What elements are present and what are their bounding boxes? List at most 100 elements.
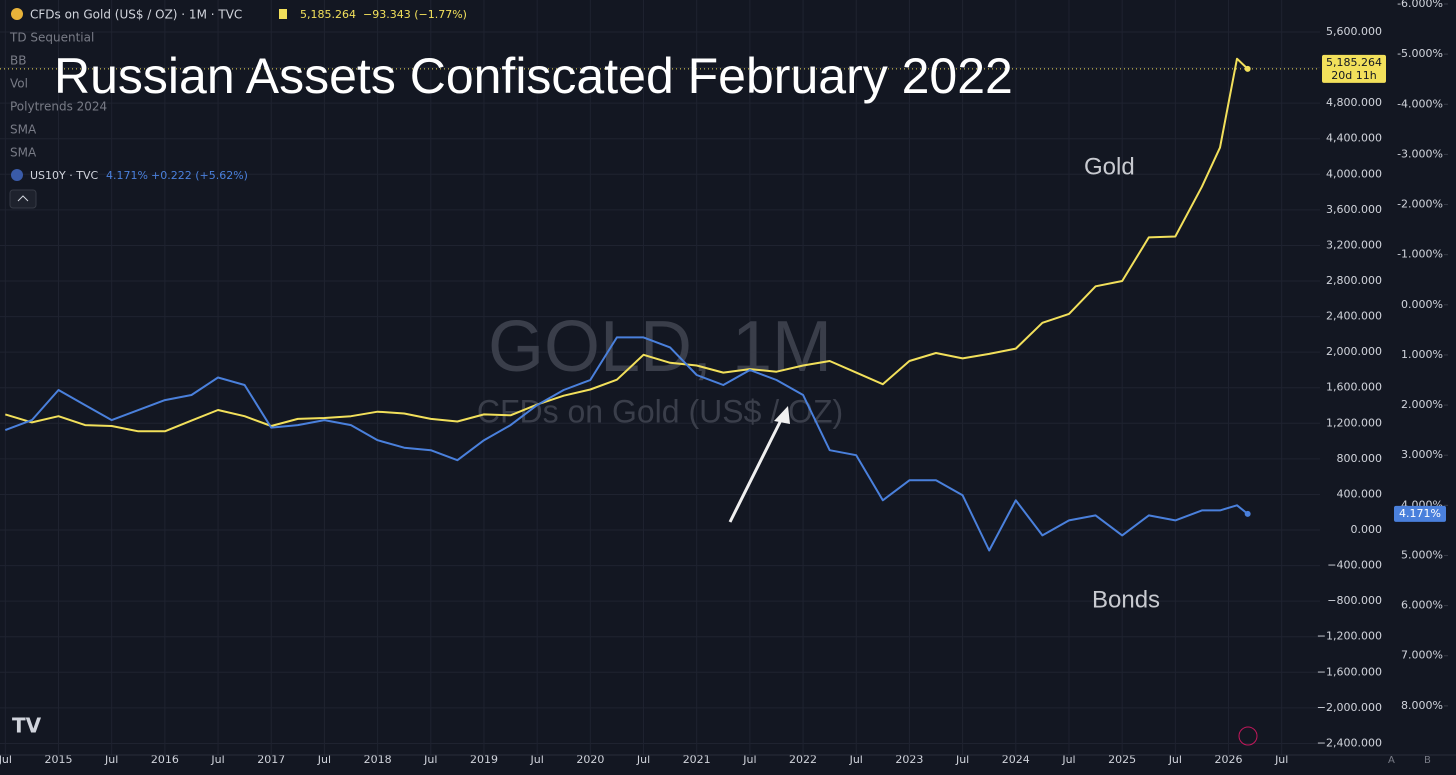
x-tick-label: Jul (0, 753, 12, 766)
y-tick-label: 400.000 (1337, 487, 1383, 500)
watermark-title: GOLD, 1M (488, 307, 832, 387)
corner-label[interactable]: A (1388, 755, 1395, 766)
indicator-label: BB (10, 54, 26, 68)
indicator-label: TD Sequential (9, 31, 94, 45)
collapse-button[interactable] (9, 189, 37, 209)
y-tick-label: −2,000.000 (1317, 701, 1382, 714)
y-tick-label: 4,000.000 (1326, 167, 1382, 180)
x-tick-label: 2022 (789, 753, 817, 766)
symbol[interactable]: CFDs on Gold (US$ / OZ) · 1M · TVC (30, 8, 242, 22)
y-tick-label: −1,600.000 (1317, 665, 1382, 678)
indicator-label: Polytrends 2024 (10, 100, 107, 114)
annotation: Gold (1084, 153, 1135, 180)
y2-tick-label: 6.000% (1401, 599, 1443, 612)
x-tick-label: Jul (1274, 753, 1288, 766)
flag (279, 9, 287, 19)
y2-tick-label: 7.000% (1401, 649, 1443, 662)
series-line (5, 57, 1249, 433)
indicator-label: Vol (10, 77, 28, 91)
y2-tick-label: -5.000% (1397, 47, 1443, 60)
x-tick-label: 2019 (470, 753, 498, 766)
x-tick-label: 2026 (1215, 753, 1243, 766)
y-tick-label: 0.000 (1351, 523, 1383, 536)
alert-icon[interactable] (1238, 726, 1258, 746)
us10y-change: +0.222 (+5.62%) (151, 169, 248, 182)
us10y-value: 4.171% (106, 169, 148, 182)
last-point (1244, 510, 1251, 517)
x-tick-label: Jul (210, 753, 224, 766)
price: 5,185.264 (300, 8, 356, 21)
y2-tick-label: 8.000% (1401, 699, 1443, 712)
symbol-icon (11, 8, 23, 20)
y-tick-label: 4,800.000 (1326, 96, 1382, 109)
chart-title: Russian Assets Confiscated February 2022 (54, 48, 1013, 104)
y-tick-label: 2,400.000 (1326, 310, 1382, 323)
y2-tick-label: -4.000% (1397, 97, 1443, 110)
x-tick-label: Jul (530, 753, 544, 766)
x-tick-label: Jul (1061, 753, 1075, 766)
x-tick-label: 2023 (895, 753, 923, 766)
price-tag-label: 5,185.264 (1326, 56, 1382, 69)
us10y-symbol[interactable]: US10Y · TVC (30, 169, 98, 182)
y-tick-label: 2,800.000 (1326, 274, 1382, 287)
y-tick-label: 3,600.000 (1326, 203, 1382, 216)
flag-icon (11, 169, 23, 181)
x-tick-label: 2016 (151, 753, 179, 766)
y2-tick-label: -1.000% (1397, 248, 1443, 261)
arrow (728, 413, 786, 523)
y-tick-label: 1,200.000 (1326, 416, 1382, 429)
x-tick-label: 2021 (683, 753, 711, 766)
series-line (4, 336, 1249, 552)
x-tick-label: Jul (955, 753, 969, 766)
y2-tick-label: -2.000% (1397, 198, 1443, 211)
y2-tick-label: -3.000% (1397, 147, 1443, 160)
y2-tick-label: 1.000% (1401, 348, 1443, 361)
change: −93.343 (−1.77%) (363, 8, 467, 21)
y2-tick-label: 3.000% (1401, 448, 1443, 461)
y-tick-label: 4,400.000 (1326, 132, 1382, 145)
x-tick-label: Jul (317, 753, 331, 766)
x-tick-label: 2017 (257, 753, 285, 766)
x-tick-label: 2015 (45, 753, 73, 766)
x-tick-label: 2020 (576, 753, 604, 766)
yield-tag-label: 4.171% (1399, 507, 1441, 520)
y-tick-label: 2,000.000 (1326, 345, 1382, 358)
last-point (1244, 65, 1251, 72)
countdown-label: 20d 11h (1331, 69, 1376, 82)
legend: TD Sequential BB Vol Polytrends 2024 SMA SMA (9, 31, 107, 160)
indicator-label: SMA (10, 123, 37, 137)
x-tick-label: Jul (742, 753, 756, 766)
y2-tick-label: 0.000% (1401, 298, 1443, 311)
x-tick-label: Jul (104, 753, 118, 766)
arrow-head (774, 406, 790, 424)
x-tick-label: Jul (849, 753, 863, 766)
y2-tick-label: 2.000% (1401, 398, 1443, 411)
y-tick-label: −400.000 (1327, 559, 1382, 572)
y-tick-label: −1,200.000 (1317, 630, 1382, 643)
x-tick-label: 2025 (1108, 753, 1136, 766)
collapse-icon (17, 195, 29, 202)
y-tick-label: −2,400.000 (1317, 736, 1382, 749)
price-tag (1322, 54, 1386, 83)
y-tick-label: 5,600.000 (1326, 25, 1382, 38)
x-tick-label: Jul (1168, 753, 1182, 766)
watermark-subtitle: CFDs on Gold (US$ / OZ) (477, 393, 843, 429)
y-tick-label: 3,200.000 (1326, 238, 1382, 251)
x-tick-label: Jul (636, 753, 650, 766)
y-tick-label: 1,600.000 (1326, 381, 1382, 394)
x-tick-label: Jul (423, 753, 437, 766)
x-tick-label: 2018 (364, 753, 392, 766)
x-tick-label: 2024 (1002, 753, 1030, 766)
y-tick-label: 800.000 (1337, 452, 1383, 465)
y2-tick-label: -6.000% (1397, 0, 1443, 10)
y2-tick-label: 5.000% (1401, 548, 1443, 561)
y-tick-label: −800.000 (1327, 594, 1382, 607)
corner-label[interactable]: B (1424, 755, 1431, 766)
indicator-label: SMA (10, 146, 37, 160)
yield-tag (1394, 505, 1446, 522)
logo: TV (12, 714, 42, 738)
annotation: Bonds (1092, 586, 1160, 613)
